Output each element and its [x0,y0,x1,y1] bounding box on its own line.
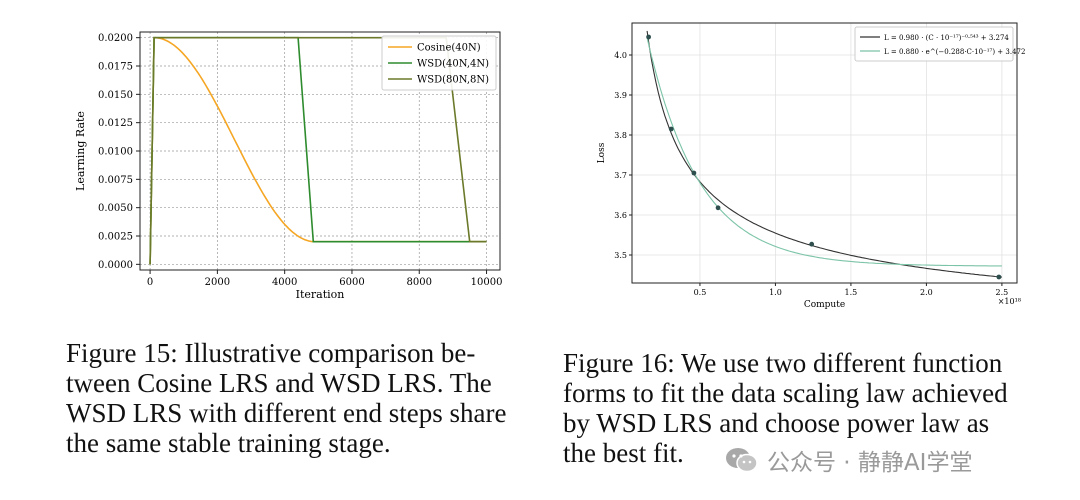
loss-chart-gridlines [632,23,1017,283]
data-point [646,34,652,40]
legend-entry: WSD(80N,8N) [417,75,489,86]
x-tick-label: 2000 [205,277,230,288]
legend-entry: Cosine(40N) [417,43,481,54]
loss-chart-x-ticks: 0.5 1.0 1.5 2.0 2.5 [694,283,1009,297]
legend-box [381,35,497,91]
legend-entry: L = 0.980 · (C · 10⁻¹⁷)⁻⁰·⁵⁴³ + 3.274 [884,34,1009,42]
x-tick-label: 10000 [471,277,503,288]
figure-15-caption: Figure 15: Illustrative comparison be- t… [66,338,556,458]
lr-chart-x-axis-label: Iteration [296,288,345,301]
series-line [149,36,487,265]
y-tick-label: 0.0150 [98,90,133,101]
caption-line: Figure 15: Illustrative comparison be- [66,338,476,368]
data-point [691,170,697,176]
data-point [996,274,1002,280]
x-tick-label: 1.0 [769,288,782,297]
x-tick-label: 4000 [272,277,297,288]
loss-chart-plot-frame [631,22,1018,284]
x-tick-label: 2.0 [920,288,933,297]
x-tick-label: 0 [147,277,153,288]
x-tick-label: 6000 [339,277,364,288]
data-point [715,205,721,211]
caption-line: Figure 16: We use two different function [563,348,1003,378]
caption-line: WSD LRS with different end steps share [66,398,507,428]
y-tick-label: 4.0 [614,51,627,60]
loss-chart-y-ticks: 3.5 3.6 3.7 3.8 3.9 4.0 [614,51,632,260]
y-tick-label: 3.9 [614,91,627,100]
y-tick-label: 0.0125 [98,118,133,129]
watermark-text: 公众号 · 静静AI学堂 [767,450,973,476]
y-tick-label: 0.0000 [98,260,133,271]
lr-schedule-chart: 0 2000 4000 6000 8000 10000 0.0000 0.0025 0.005… [74,31,503,301]
loss-chart-data-points [646,34,1002,280]
lr-chart-x-ticks: 0 2000 4000 6000 8000 10000 [147,270,503,288]
y-tick-label: 0.0050 [98,203,133,214]
legend-box [854,26,1014,62]
loss-chart-x-axis-label: Compute [804,300,845,310]
y-tick-label: 0.0175 [98,62,133,73]
figure-16-caption: Figure 16: We use two different function… [563,348,1068,468]
legend-entry: WSD(40N,4N) [417,59,489,70]
fit-curve [646,30,1002,278]
y-tick-label: 0.0100 [98,147,133,158]
x-tick-label: 0.5 [694,288,707,297]
caption-line: tween Cosine LRS and WSD LRS. The [66,368,492,398]
caption-line: the same stable training stage. [66,428,391,458]
y-tick-label: 3.8 [614,131,627,140]
caption-line: the best fit. [563,438,684,468]
lr-chart-y-ticks: 0.0000 0.0025 0.0050 0.0075 0.0100 0.0125 0.01… [98,33,140,271]
loss-chart-x-scale-note: ×10¹⁸ [998,297,1021,306]
legend-entry: L = 0.880 · e^(−0.288·C·10⁻¹⁷) + 3.472 [884,48,1025,56]
x-tick-label: 8000 [407,277,432,288]
lr-chart-y-axis-label: Learning Rate [74,111,87,191]
fit-curve [646,37,1002,267]
x-tick-label: 2.5 [996,288,1009,297]
y-tick-label: 0.0200 [98,33,133,44]
data-point [809,241,815,247]
data-point [668,126,674,132]
wechat-icon [726,448,758,473]
y-tick-label: 3.7 [614,171,627,180]
y-tick-label: 0.0025 [98,232,133,243]
x-tick-label: 1.5 [845,288,858,297]
caption-line: by WSD LRS and choose power law as [563,408,990,438]
loss-chart-y-axis-label: Loss [597,142,607,163]
watermark: 公众号 · 静静AI学堂 [725,443,972,477]
lr-chart-legend: Cosine(40N) WSD(40N,4N) WSD(80N,8N) [381,35,497,91]
loss-chart-fit-curves [646,30,1002,278]
loss-compute-chart: 0.5 1.0 1.5 2.0 2.5 3.5 3.6 3.7 3.8 3.9 4.0 L = 0… [597,22,1025,310]
loss-chart-legend: L = 0.980 · (C · 10⁻¹⁷)⁻⁰·⁵⁴³ + 3.274 L =… [854,26,1025,62]
y-tick-label: 3.6 [614,211,627,220]
y-tick-label: 3.5 [614,251,627,260]
y-tick-label: 0.0075 [98,175,133,186]
caption-line: forms to fit the data scaling law achiev… [563,378,1008,408]
